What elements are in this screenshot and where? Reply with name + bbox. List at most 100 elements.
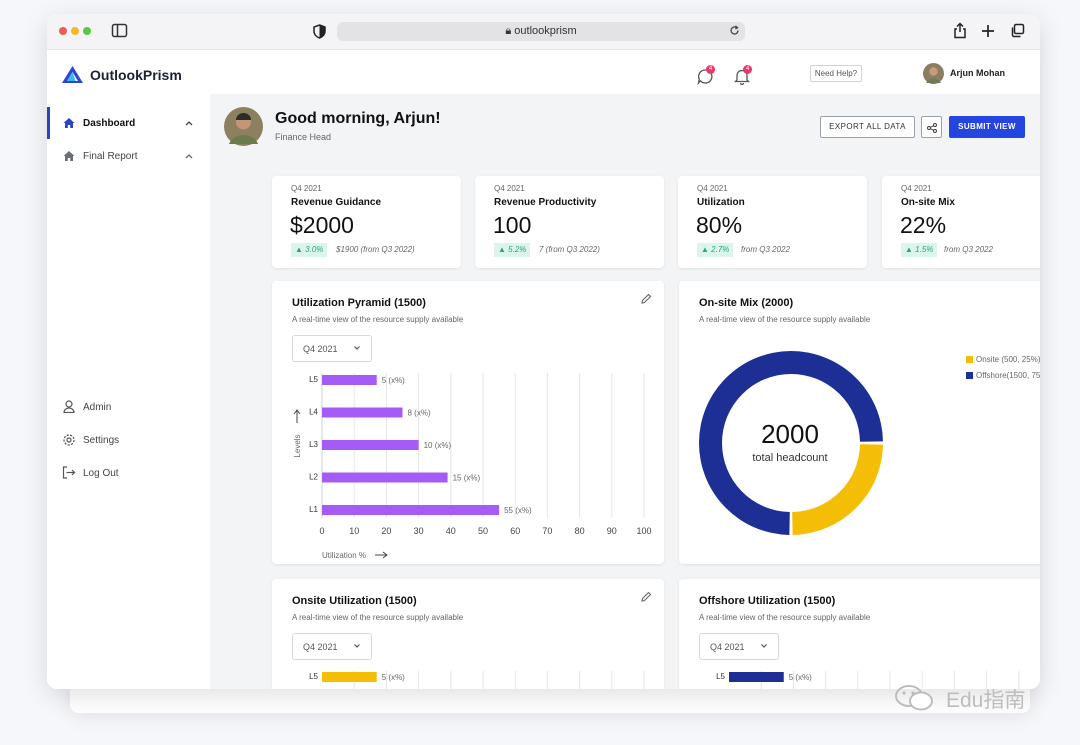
card-subtitle: A real-time view of the resource supply … bbox=[699, 315, 871, 324]
legend-label: Onsite (500, 25%) bbox=[976, 355, 1040, 364]
kpi-delta-value: 5.2% bbox=[508, 245, 527, 254]
quarter-select-value: Q4 2021 bbox=[303, 642, 338, 652]
quarter-select[interactable]: Q4 2021 bbox=[292, 335, 372, 362]
browser-toolbar: 🔒︎ outlookprism bbox=[47, 14, 1040, 50]
sidebar: Dashboard Final Report Admin bbox=[47, 94, 210, 689]
x-axis-label: Utilization % bbox=[322, 551, 366, 560]
brand-name[interactable]: OutlookPrism bbox=[90, 67, 182, 83]
legend-swatch bbox=[966, 372, 973, 379]
sidebar-item-dashboard[interactable]: Dashboard bbox=[47, 107, 210, 139]
bar bbox=[322, 505, 500, 515]
y-tick-label: L2 bbox=[309, 473, 318, 482]
minimize-window-button[interactable] bbox=[71, 27, 79, 35]
user-name[interactable]: Arjun Mohan bbox=[950, 68, 1005, 78]
edit-icon[interactable] bbox=[640, 591, 652, 603]
shield-icon[interactable] bbox=[313, 24, 326, 39]
bar bbox=[322, 472, 448, 483]
x-tick-label: 20 bbox=[381, 526, 391, 536]
y-tick-label: L3 bbox=[309, 440, 318, 449]
x-tick-label: 10 bbox=[349, 526, 359, 536]
chevron-up-icon[interactable] bbox=[185, 120, 193, 126]
kpi-title: Revenue Guidance bbox=[291, 197, 382, 208]
onsite-utilization-card: Onsite Utilization (1500) A real-time vi… bbox=[272, 579, 664, 689]
kpi-card-utilization: Q4 2021 Utilization 80% ▲︎ 2.7% from Q3 … bbox=[678, 176, 867, 268]
sidebar-item-logout[interactable]: Log Out bbox=[47, 457, 210, 489]
sidebar-item-label: Dashboard bbox=[83, 118, 136, 129]
trend-up-icon: ▲︎ bbox=[498, 245, 506, 254]
share-icon[interactable] bbox=[953, 22, 967, 39]
y-tick-label: L4 bbox=[309, 408, 318, 417]
bar bbox=[322, 672, 377, 682]
kpi-card-revenue-productivity: Q4 2021 Revenue Productivity 100 ▲︎ 5.2%… bbox=[475, 176, 664, 268]
kpi-note: from Q3 2022 bbox=[741, 245, 790, 254]
card-subtitle: A real-time view of the resource supply … bbox=[699, 613, 871, 622]
card-title: On-site Mix (2000) bbox=[699, 297, 794, 309]
need-help-button[interactable]: Need Help? bbox=[810, 65, 862, 82]
sidebar-item-final-report[interactable]: Final Report bbox=[47, 140, 210, 172]
offshore-utilization-chart: L5 5 (x%) bbox=[716, 671, 1020, 689]
chevron-down-icon bbox=[354, 346, 360, 350]
kpi-title: Utilization bbox=[697, 197, 745, 208]
quarter-select[interactable]: Q4 2021 bbox=[699, 633, 779, 660]
edit-icon[interactable] bbox=[640, 293, 652, 305]
export-all-data-button[interactable]: EXPORT ALL DATA bbox=[820, 116, 915, 138]
x-axis-arrowhead bbox=[382, 551, 388, 559]
chevron-up-icon[interactable] bbox=[185, 153, 193, 159]
kpi-period: Q4 2021 bbox=[901, 184, 932, 193]
trend-up-icon: ▲︎ bbox=[295, 245, 303, 254]
user-avatar[interactable] bbox=[923, 63, 944, 84]
alerts-button[interactable]: 4 bbox=[734, 65, 754, 85]
gear-icon bbox=[63, 434, 75, 446]
kpi-value: 100 bbox=[493, 212, 532, 238]
data-label: 5 (x%) bbox=[382, 376, 405, 385]
sidebar-item-label: Log Out bbox=[83, 468, 119, 479]
x-tick-label: 40 bbox=[446, 526, 456, 536]
watermark-text: Edu指南 bbox=[946, 689, 1026, 712]
user-icon bbox=[63, 400, 75, 413]
x-tick-label: 60 bbox=[510, 526, 520, 536]
greeting-title: Good morning, Arjun! bbox=[275, 110, 441, 127]
kpi-period: Q4 2021 bbox=[697, 184, 728, 193]
kpi-period: Q4 2021 bbox=[494, 184, 525, 193]
quarter-select[interactable]: Q4 2021 bbox=[292, 633, 372, 660]
logout-icon bbox=[62, 466, 76, 479]
y-tick-label: L5 bbox=[309, 672, 318, 681]
wechat-icon bbox=[895, 685, 933, 711]
x-tick-label: 70 bbox=[542, 526, 552, 536]
outlookprism-logo[interactable] bbox=[61, 65, 84, 84]
app-header: OutlookPrism 4 4 Need Help? Arjun Mohan bbox=[47, 50, 1040, 94]
submit-view-button[interactable]: SUBMIT VIEW bbox=[949, 116, 1025, 138]
close-window-button[interactable] bbox=[59, 27, 67, 35]
legend-item-offshore[interactable]: Offshore(1500, 75%) bbox=[966, 371, 1040, 380]
lock-icon: 🔒︎ bbox=[505, 25, 512, 37]
kpi-value: 80% bbox=[696, 212, 743, 238]
url-text: outlookprism bbox=[514, 25, 577, 37]
legend-item-onsite[interactable]: Onsite (500, 25%) bbox=[966, 355, 1040, 364]
tabs-overview-icon[interactable] bbox=[1010, 23, 1025, 38]
card-title: Onsite Utilization (1500) bbox=[292, 595, 417, 607]
reload-icon[interactable] bbox=[729, 25, 740, 36]
kpi-delta: ▲︎ 1.5% bbox=[901, 243, 938, 257]
sidebar-item-admin[interactable]: Admin bbox=[47, 391, 210, 423]
kpi-title: On-site Mix bbox=[901, 197, 955, 208]
new-tab-icon[interactable] bbox=[981, 24, 995, 38]
trend-up-icon: ▲︎ bbox=[701, 245, 709, 254]
kpi-delta-value: 3.0% bbox=[305, 245, 324, 254]
messages-button[interactable]: 4 bbox=[697, 65, 717, 85]
share-button[interactable] bbox=[921, 116, 942, 138]
card-subtitle: A real-time view of the resource supply … bbox=[292, 613, 464, 622]
address-bar[interactable]: 🔒︎ outlookprism bbox=[337, 22, 745, 41]
kpi-period: Q4 2021 bbox=[291, 184, 322, 193]
home-icon bbox=[63, 118, 75, 128]
y-tick-label: L5 bbox=[309, 375, 318, 384]
kpi-note: $1900 (from Q3 2022) bbox=[336, 245, 415, 254]
x-tick-label: 0 bbox=[319, 526, 324, 536]
kpi-value: $2000 bbox=[290, 212, 354, 238]
x-tick-label: 100 bbox=[636, 526, 651, 536]
sidebar-toggle-icon[interactable] bbox=[111, 23, 128, 38]
data-label: 15 (x%) bbox=[453, 474, 481, 483]
sidebar-item-settings[interactable]: Settings bbox=[47, 424, 210, 456]
utilization-pyramid-chart: 0 10 20 30 40 50 60 70 80 90 100 L5 5 (x%) L4 8 (x%) L3… bbox=[293, 373, 652, 560]
maximize-window-button[interactable] bbox=[83, 27, 91, 35]
quarter-select-value: Q4 2021 bbox=[710, 642, 745, 652]
